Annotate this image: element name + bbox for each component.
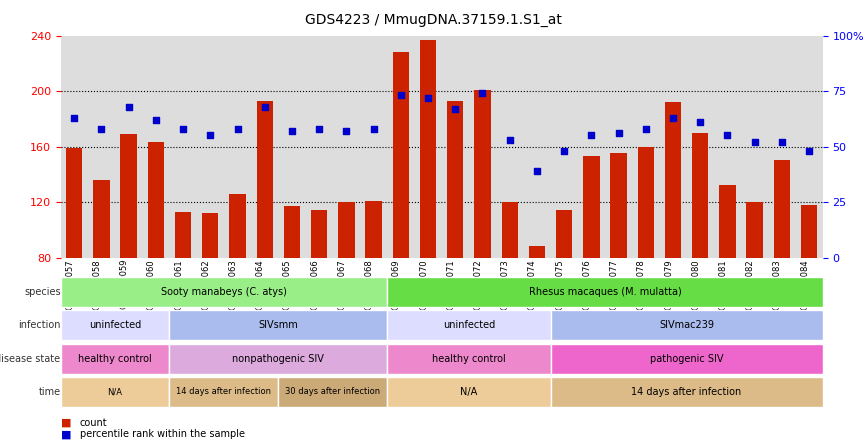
Text: SIVmac239: SIVmac239 [659,320,714,330]
Bar [175,212,191,369]
Point [611,130,625,137]
Text: Rhesus macaques (M. mulatta): Rhesus macaques (M. mulatta) [528,287,682,297]
FancyBboxPatch shape [278,377,387,407]
Bar [583,156,599,369]
FancyBboxPatch shape [387,277,823,307]
Text: infection: infection [18,320,61,330]
Bar [746,202,763,369]
Bar [365,201,382,369]
Point [258,103,272,110]
Point [585,132,598,139]
FancyBboxPatch shape [61,310,170,340]
Bar [556,210,572,369]
Bar [720,186,735,369]
Point [449,105,462,112]
Bar [311,210,327,369]
Bar [420,40,436,369]
Bar [475,90,491,369]
FancyBboxPatch shape [61,277,387,307]
FancyBboxPatch shape [61,377,170,407]
FancyBboxPatch shape [387,377,551,407]
FancyBboxPatch shape [551,344,823,373]
Bar [801,205,818,369]
Text: healthy control: healthy control [432,353,506,364]
Bar [202,213,218,369]
Point [176,125,190,132]
Bar [66,148,82,369]
Bar [501,202,518,369]
Text: pathogenic SIV: pathogenic SIV [650,353,723,364]
Text: uninfected: uninfected [443,320,495,330]
Point [122,103,136,110]
Point [639,125,653,132]
Point [747,139,761,146]
Point [694,119,708,126]
Bar [392,52,409,369]
Bar [665,102,682,369]
Bar [773,160,790,369]
Point [666,114,680,121]
Text: 14 days after infection: 14 days after infection [177,387,271,396]
Bar [256,101,273,369]
Text: percentile rank within the sample: percentile rank within the sample [80,429,245,439]
FancyBboxPatch shape [170,377,278,407]
FancyBboxPatch shape [551,310,823,340]
Point [204,132,217,139]
Text: nonpathogenic SIV: nonpathogenic SIV [232,353,324,364]
Text: healthy control: healthy control [78,353,152,364]
Point [313,125,326,132]
Text: Sooty manabeys (C. atys): Sooty manabeys (C. atys) [161,287,287,297]
Point [230,125,244,132]
Text: GDS4223 / MmugDNA.37159.1.S1_at: GDS4223 / MmugDNA.37159.1.S1_at [305,13,561,28]
Point [285,127,299,135]
Bar [148,143,164,369]
FancyBboxPatch shape [61,344,170,373]
Bar [447,101,463,369]
Point [149,116,163,123]
Text: ■: ■ [61,429,71,439]
Text: time: time [38,387,61,397]
Point [503,136,517,143]
Point [775,139,789,146]
Text: SIVsmm: SIVsmm [258,320,298,330]
Point [94,125,108,132]
Text: N/A: N/A [460,387,477,397]
Bar [229,194,246,369]
Text: disease state: disease state [0,353,61,364]
Point [557,147,571,155]
Point [721,132,734,139]
Point [530,167,544,174]
Point [68,114,81,121]
Text: species: species [24,287,61,297]
Text: count: count [80,418,107,428]
FancyBboxPatch shape [170,344,387,373]
FancyBboxPatch shape [387,344,551,373]
Point [802,147,816,155]
Point [394,92,408,99]
Bar [637,147,654,369]
Bar [120,134,137,369]
Bar [339,202,354,369]
FancyBboxPatch shape [551,377,823,407]
Text: ■: ■ [61,418,71,428]
Text: 14 days after infection: 14 days after infection [631,387,742,397]
Point [475,90,489,97]
Bar [529,246,545,369]
Bar [611,154,627,369]
Point [421,94,435,101]
Bar [692,133,708,369]
Text: 30 days after infection: 30 days after infection [285,387,380,396]
Bar [94,180,110,369]
Text: N/A: N/A [107,387,123,396]
Point [366,125,380,132]
Text: uninfected: uninfected [89,320,141,330]
FancyBboxPatch shape [170,310,387,340]
Point [339,127,353,135]
Bar [284,206,301,369]
FancyBboxPatch shape [387,310,551,340]
